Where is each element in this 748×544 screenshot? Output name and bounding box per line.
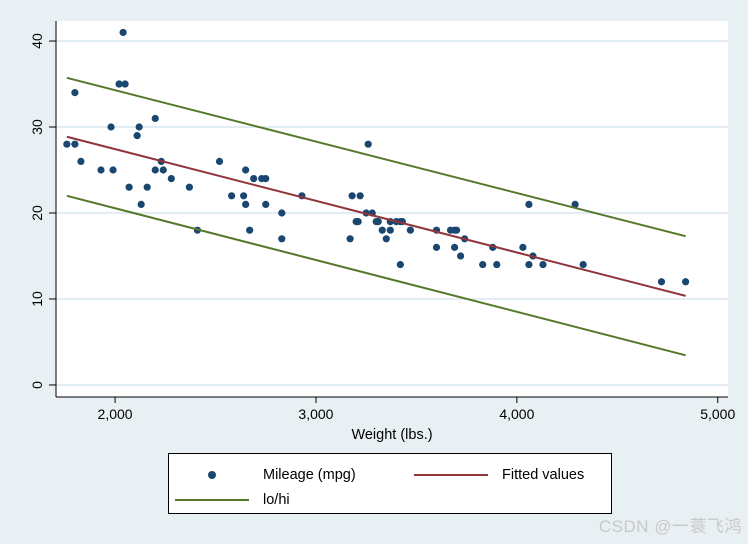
lo-line — [66, 194, 686, 357]
data-point — [258, 175, 266, 183]
data-point — [396, 260, 404, 269]
legend-label-mileage: Mileage (mpg) — [263, 466, 356, 483]
watermark: CSDN @一蓑飞鸿 — [598, 517, 742, 536]
data-point — [242, 200, 250, 208]
data-point — [63, 140, 71, 148]
data-point — [457, 252, 465, 260]
data-point — [71, 140, 79, 148]
data-point — [167, 175, 175, 183]
data-point — [364, 140, 372, 148]
fitted-line-icon — [414, 473, 488, 476]
data-point — [143, 183, 151, 191]
data-point — [386, 226, 394, 234]
data-point — [519, 243, 527, 251]
legend: Mileage (mpg) Fitted values lo/hi — [168, 453, 612, 514]
plot-background — [56, 21, 728, 397]
data-point — [119, 28, 127, 37]
x-tick-label: 3,000 — [298, 406, 333, 422]
data-point — [278, 209, 286, 217]
lohi-line-icon — [175, 498, 249, 501]
data-point — [185, 183, 193, 191]
data-point — [159, 166, 167, 174]
data-point — [151, 166, 159, 174]
data-point — [242, 166, 250, 174]
data-point — [432, 243, 441, 251]
data-point — [135, 123, 143, 131]
data-point — [346, 235, 354, 243]
y-tick-label: 40 — [29, 33, 45, 49]
data-point — [682, 278, 690, 286]
data-point — [97, 166, 105, 174]
y-tick-label: 0 — [29, 381, 45, 389]
data-point — [352, 217, 360, 226]
scatter-dot-icon — [208, 470, 216, 479]
x-tick-label: 5,000 — [700, 406, 735, 422]
legend-label-lohi: lo/hi — [263, 491, 290, 508]
data-point — [479, 260, 487, 269]
x-axis-title: Weight (lbs.) — [351, 427, 433, 443]
data-point — [227, 192, 236, 200]
y-tick-label: 10 — [29, 291, 45, 307]
data-point — [109, 166, 117, 174]
data-point — [374, 217, 382, 226]
x-tick-label: 4,000 — [499, 406, 534, 422]
data-point — [382, 235, 390, 243]
fitted-line — [66, 135, 686, 297]
data-point — [246, 226, 254, 234]
data-point — [133, 132, 141, 140]
data-point — [125, 183, 133, 191]
data-point — [71, 89, 79, 97]
data-point — [571, 200, 579, 208]
data-point — [450, 243, 459, 251]
scatter-plot: 0 10 20 30 40 2,000 3,000 4,000 5,000 — [29, 21, 735, 422]
data-point — [657, 278, 666, 286]
data-point — [151, 114, 159, 123]
data-point — [77, 157, 85, 166]
data-point — [493, 260, 501, 269]
y-tick-label: 20 — [29, 205, 45, 221]
y-tick-label: 30 — [29, 119, 45, 135]
data-point — [406, 226, 414, 234]
legend-marker-fitted — [408, 462, 494, 487]
data-point — [215, 157, 224, 166]
hi-line — [66, 76, 686, 238]
legend-marker-mileage — [169, 462, 255, 487]
data-point — [278, 235, 286, 243]
data-point — [262, 200, 270, 208]
data-point — [452, 226, 461, 234]
data-point — [240, 192, 248, 200]
data-point — [579, 260, 587, 269]
data-point — [107, 123, 115, 131]
x-tick-label: 2,000 — [98, 406, 133, 422]
data-point — [378, 226, 386, 234]
data-point — [525, 200, 533, 208]
data-point — [539, 260, 547, 269]
legend-marker-lohi — [169, 487, 255, 512]
data-point — [525, 260, 533, 269]
data-point — [115, 80, 123, 88]
data-point — [121, 80, 129, 88]
legend-label-fitted: Fitted values — [502, 466, 585, 483]
data-point — [250, 175, 258, 183]
data-point — [137, 200, 145, 208]
data-point — [356, 192, 364, 200]
data-point — [348, 192, 356, 200]
